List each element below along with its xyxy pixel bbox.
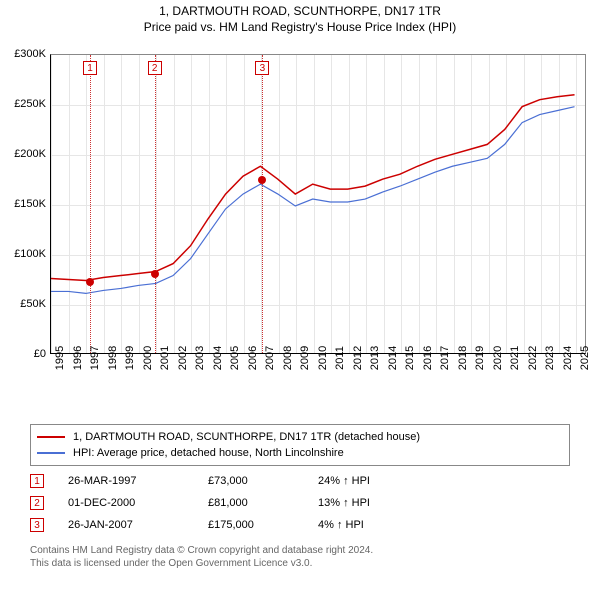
series-svg (51, 55, 585, 353)
x-tick-label: 2009 (299, 346, 311, 370)
sale-marker-label: 2 (148, 61, 162, 75)
x-tick-label: 2020 (492, 346, 504, 370)
x-tick-label: 2019 (474, 346, 486, 370)
footer-line-2: This data is licensed under the Open Gov… (30, 557, 570, 570)
event-date: 01-DEC-2000 (68, 497, 208, 509)
event-delta: 4% ↑ HPI (318, 519, 364, 531)
event-index-box: 3 (30, 518, 44, 532)
legend-label: HPI: Average price, detached house, Nort… (73, 445, 344, 461)
x-tick-label: 2018 (457, 346, 469, 370)
x-tick-label: 2011 (334, 346, 346, 370)
y-tick-label: £150K (6, 198, 46, 210)
y-tick-label: £100K (6, 248, 46, 260)
event-row: 2 01-DEC-2000£81,00013% ↑ HPI (30, 492, 570, 514)
x-tick-label: 2025 (579, 346, 591, 370)
legend-swatch (37, 436, 65, 438)
event-row: 1 26-MAR-1997£73,00024% ↑ HPI (30, 470, 570, 492)
x-tick-label: 1996 (72, 346, 84, 370)
x-tick-label: 2014 (387, 346, 399, 370)
event-date: 26-MAR-1997 (68, 475, 208, 487)
x-tick-label: 2006 (247, 346, 259, 370)
x-tick-label: 1997 (89, 346, 101, 370)
y-tick-label: £0 (6, 348, 46, 360)
x-tick-label: 2003 (194, 346, 206, 370)
sale-marker-dot (151, 270, 159, 278)
x-tick-label: 2017 (439, 346, 451, 370)
chart: 123 £0£50K£100K£150K£200K£250K£300K19951… (8, 48, 592, 418)
y-tick-label: £250K (6, 98, 46, 110)
x-tick-label: 2001 (159, 346, 171, 370)
y-tick-label: £50K (6, 298, 46, 310)
event-delta: 24% ↑ HPI (318, 475, 370, 487)
y-tick-label: £300K (6, 48, 46, 60)
x-tick-label: 2007 (264, 346, 276, 370)
event-row: 3 26-JAN-2007£175,0004% ↑ HPI (30, 514, 570, 536)
sale-reference-line (155, 55, 156, 353)
event-index-box: 1 (30, 474, 44, 488)
x-tick-label: 2010 (317, 346, 329, 370)
footer-line-1: Contains HM Land Registry data © Crown c… (30, 544, 570, 557)
sale-marker-label: 3 (255, 61, 269, 75)
x-tick-label: 2015 (404, 346, 416, 370)
legend: 1, DARTMOUTH ROAD, SCUNTHORPE, DN17 1TR … (30, 424, 570, 466)
x-tick-label: 2021 (509, 346, 521, 370)
legend-label: 1, DARTMOUTH ROAD, SCUNTHORPE, DN17 1TR … (73, 429, 420, 445)
x-tick-label: 2023 (544, 346, 556, 370)
x-tick-label: 2000 (142, 346, 154, 370)
plot-area: 1 2 3 (50, 54, 586, 354)
x-tick-label: 2024 (562, 346, 574, 370)
x-tick-label: 2005 (229, 346, 241, 370)
sale-reference-line (262, 55, 263, 353)
x-tick-label: 1995 (54, 346, 66, 370)
legend-swatch (37, 452, 65, 454)
legend-item: 1, DARTMOUTH ROAD, SCUNTHORPE, DN17 1TR … (37, 429, 563, 445)
event-price: £175,000 (208, 519, 318, 531)
x-tick-label: 2016 (422, 346, 434, 370)
x-tick-label: 2012 (352, 346, 364, 370)
subtitle: Price paid vs. HM Land Registry's House … (0, 20, 600, 34)
sale-marker-label: 1 (83, 61, 97, 75)
x-tick-label: 2008 (282, 346, 294, 370)
x-tick-label: 1999 (124, 346, 136, 370)
event-index-box: 2 (30, 496, 44, 510)
legend-item: HPI: Average price, detached house, Nort… (37, 445, 563, 461)
sale-marker-dot (86, 278, 94, 286)
sale-marker-dot (258, 176, 266, 184)
x-tick-label: 2002 (177, 346, 189, 370)
x-tick-label: 2004 (212, 346, 224, 370)
x-tick-label: 2022 (527, 346, 539, 370)
x-tick-label: 2013 (369, 346, 381, 370)
event-date: 26-JAN-2007 (68, 519, 208, 531)
series-property (51, 95, 575, 281)
title-address: 1, DARTMOUTH ROAD, SCUNTHORPE, DN17 1TR (0, 4, 600, 18)
series-hpi (51, 107, 575, 294)
event-delta: 13% ↑ HPI (318, 497, 370, 509)
events-table: 1 26-MAR-1997£73,00024% ↑ HPI 2 01-DEC-2000… (30, 470, 570, 536)
event-price: £73,000 (208, 475, 318, 487)
event-price: £81,000 (208, 497, 318, 509)
y-tick-label: £200K (6, 148, 46, 160)
footer: Contains HM Land Registry data © Crown c… (30, 544, 570, 570)
x-tick-label: 1998 (107, 346, 119, 370)
sale-reference-line (90, 55, 91, 353)
